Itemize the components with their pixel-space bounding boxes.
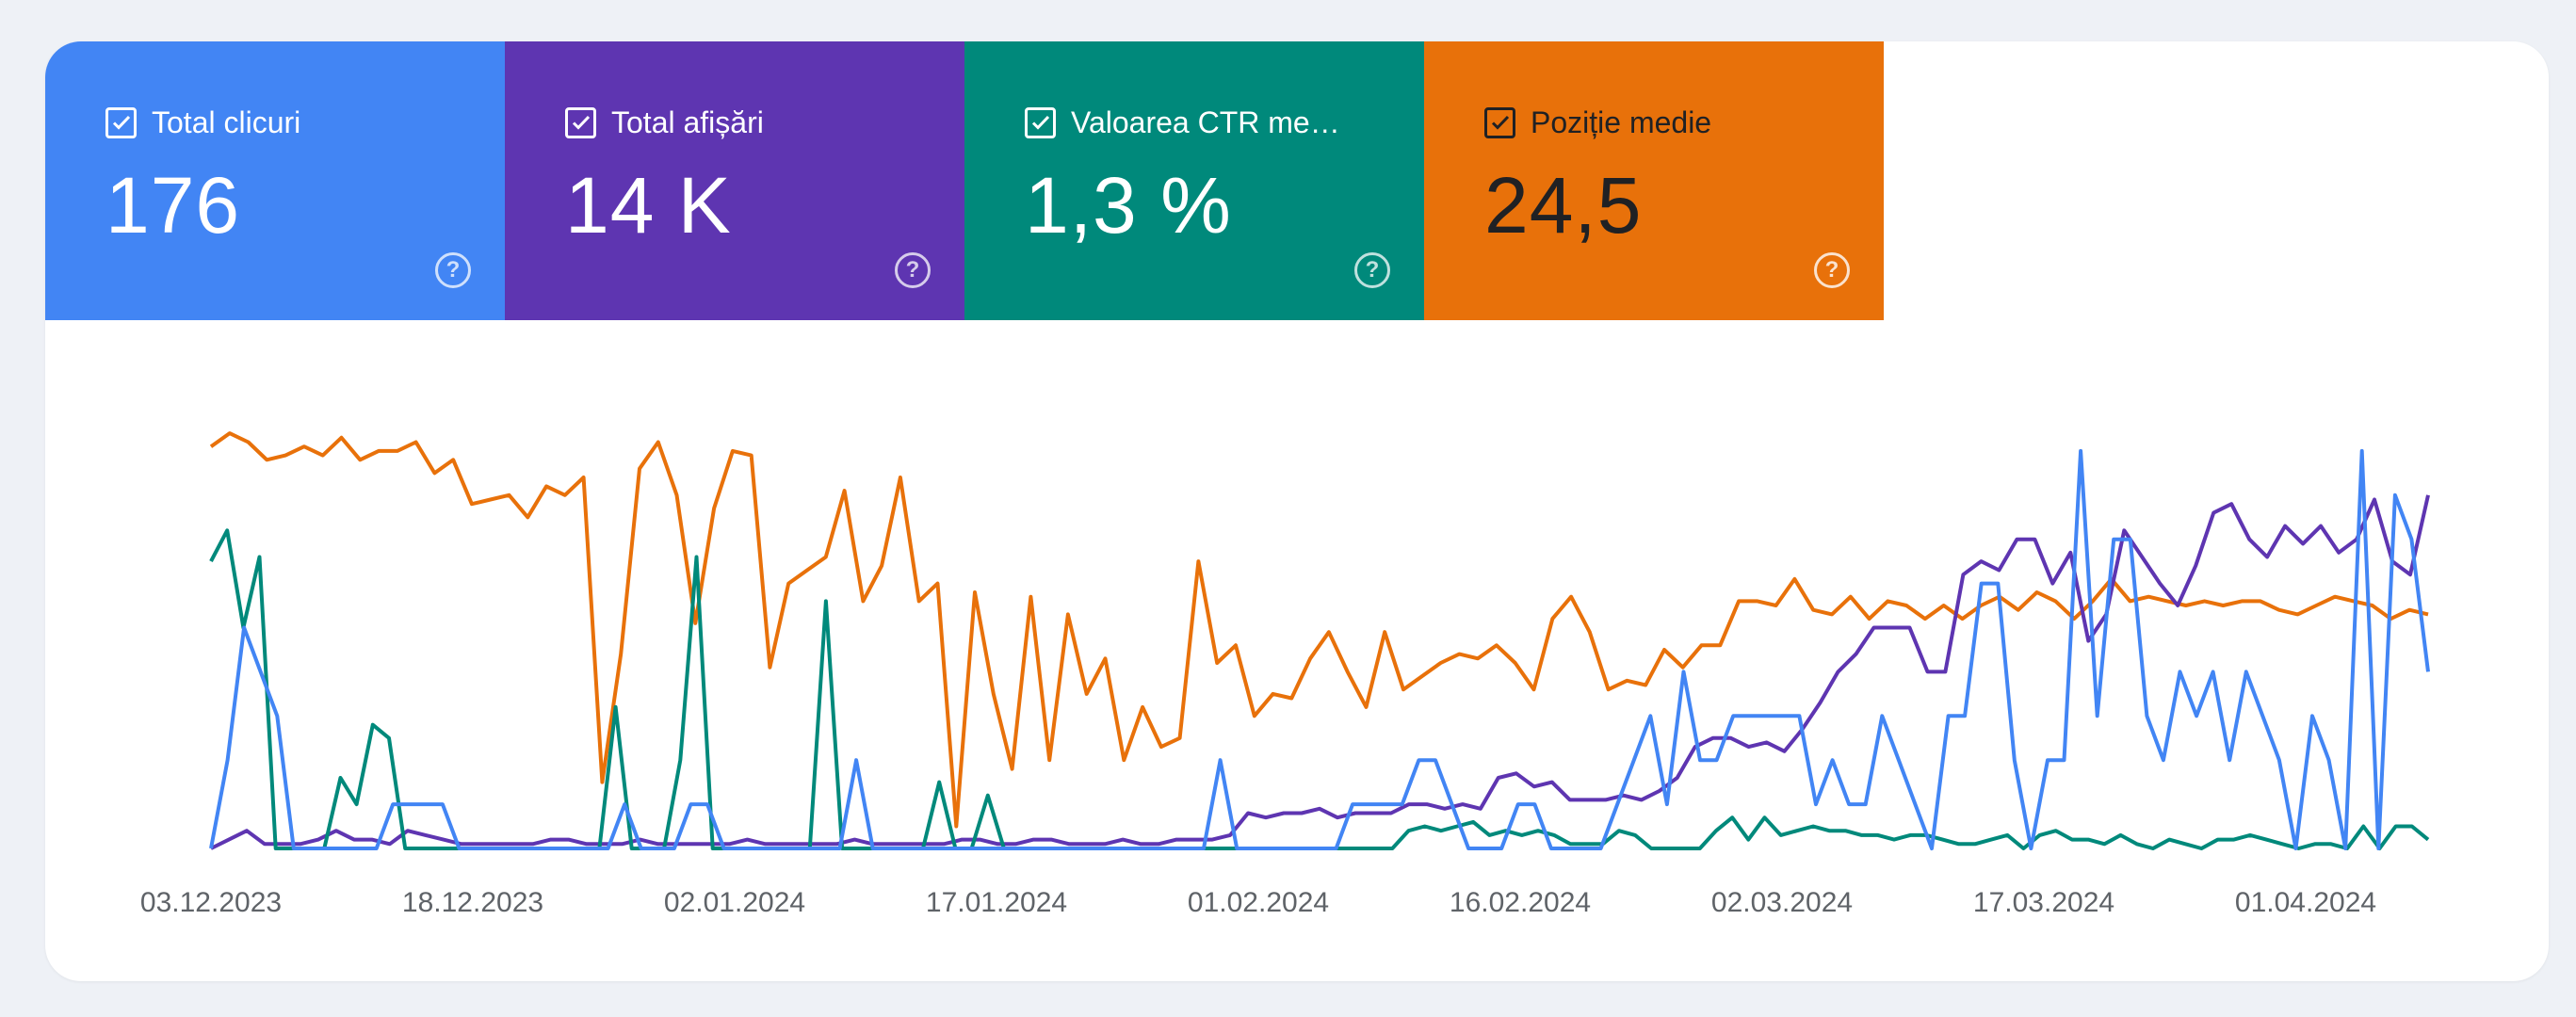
x-tick-label: 02.03.2024 bbox=[1711, 887, 1853, 918]
series-line-0 bbox=[209, 431, 2429, 829]
metric-value: 24,5 bbox=[1484, 161, 1643, 250]
metric-tile-ctr[interactable]: Valoarea CTR me… 1,3 % ? bbox=[964, 41, 1424, 320]
performance-card: Total clicuri 176 ? Total afișări 14 K ?… bbox=[45, 41, 2549, 981]
performance-line-chart[interactable]: 03.12.2023 18.12.2023 02.01.2024 17.01.2024… bbox=[45, 41, 2549, 981]
question-circle-icon[interactable]: ? bbox=[435, 252, 471, 288]
metric-tile-position[interactable]: Poziție medie 24,5 ? bbox=[1424, 41, 1884, 320]
x-tick-label: 02.01.2024 bbox=[664, 887, 805, 918]
x-tick-label: 17.01.2024 bbox=[926, 887, 1067, 918]
check-icon[interactable] bbox=[565, 106, 596, 138]
x-tick-label: 01.04.2024 bbox=[2235, 887, 2376, 918]
x-tick-label: 03.12.2023 bbox=[140, 887, 282, 918]
series-line-3 bbox=[209, 448, 2430, 850]
metric-value: 176 bbox=[105, 161, 241, 250]
metric-tile-clicks[interactable]: Total clicuri 176 ? bbox=[45, 41, 505, 320]
series-line-1 bbox=[210, 494, 2430, 850]
check-icon[interactable] bbox=[1025, 106, 1056, 138]
x-tick-label: 16.02.2024 bbox=[1450, 887, 1591, 918]
question-circle-icon[interactable]: ? bbox=[1814, 252, 1850, 288]
question-circle-icon[interactable]: ? bbox=[895, 252, 931, 288]
metric-tile-impressions[interactable]: Total afișări 14 K ? bbox=[505, 41, 964, 320]
question-circle-icon[interactable]: ? bbox=[1354, 252, 1390, 288]
x-tick-label: 17.03.2024 bbox=[1973, 887, 2114, 918]
check-icon[interactable] bbox=[105, 106, 137, 138]
metric-tiles: Total clicuri 176 ? Total afișări 14 K ?… bbox=[45, 41, 1884, 320]
check-icon[interactable] bbox=[1484, 106, 1515, 138]
metric-value: 1,3 % bbox=[1025, 161, 1232, 250]
x-tick-label: 01.02.2024 bbox=[1188, 887, 1329, 918]
x-tick-label: 18.12.2023 bbox=[402, 887, 543, 918]
metric-value: 14 K bbox=[565, 161, 732, 250]
